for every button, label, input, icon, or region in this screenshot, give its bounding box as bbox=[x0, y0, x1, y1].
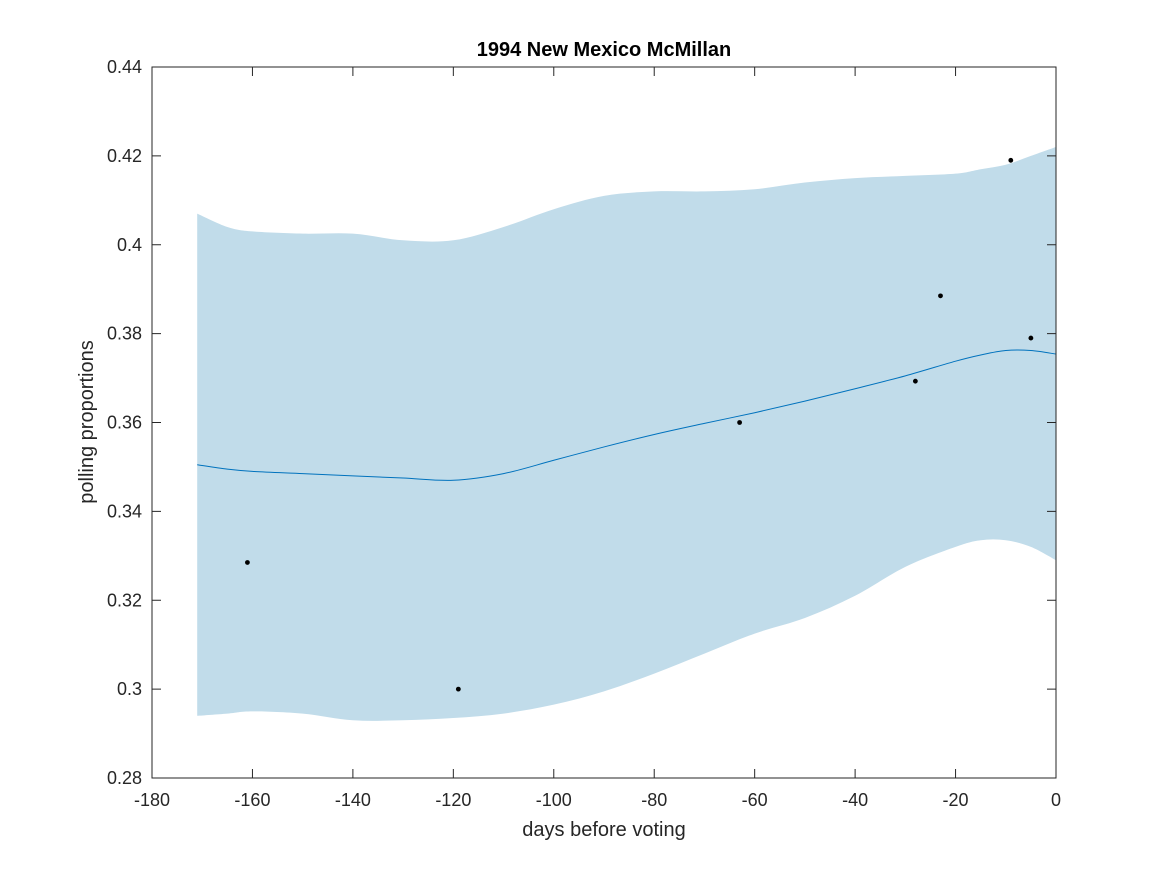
y-tick-label: 0.28 bbox=[107, 768, 142, 788]
x-tick-label: -40 bbox=[842, 790, 868, 810]
x-axis: -180 -160 -140 -120 -100 -80 -60 -40 -20 0 bbox=[134, 67, 1061, 810]
y-axis-label: polling proportions bbox=[76, 340, 98, 503]
x-tick-label: 0 bbox=[1051, 790, 1061, 810]
x-tick-label: -140 bbox=[335, 790, 371, 810]
y-tick-label: 0.32 bbox=[107, 590, 142, 610]
confidence-band bbox=[197, 146, 1056, 721]
data-point bbox=[1028, 335, 1034, 341]
data-point bbox=[1008, 157, 1014, 163]
data-point bbox=[912, 378, 918, 384]
y-tick-label: 0.36 bbox=[107, 413, 142, 433]
y-tick-label: 0.44 bbox=[107, 57, 142, 77]
y-tick-label: 0.34 bbox=[107, 501, 142, 521]
y-tick-label: 0.38 bbox=[107, 324, 142, 344]
data-point bbox=[737, 420, 742, 425]
x-tick-label: -160 bbox=[234, 790, 270, 810]
x-tick-label: -120 bbox=[435, 790, 471, 810]
y-tick-label: 0.4 bbox=[117, 235, 142, 255]
chart-title: 1994 New Mexico McMillan bbox=[477, 39, 732, 61]
x-tick-label: -100 bbox=[536, 790, 572, 810]
data-point bbox=[245, 560, 250, 565]
y-tick-label: 0.42 bbox=[107, 146, 142, 166]
data-point bbox=[455, 686, 461, 692]
x-tick-label: -20 bbox=[943, 790, 969, 810]
x-tick-label: -180 bbox=[134, 790, 170, 810]
data-points bbox=[245, 157, 1034, 692]
data-point bbox=[938, 293, 943, 299]
x-tick-label: -60 bbox=[742, 790, 768, 810]
y-axis: 0.28 0.3 0.32 0.34 0.36 0.38 0.4 0.42 0.44 bbox=[107, 57, 1056, 788]
trend-line bbox=[197, 349, 1057, 481]
x-tick-label: -80 bbox=[641, 790, 667, 810]
x-axis-label: days before voting bbox=[522, 819, 685, 841]
y-tick-label: 0.3 bbox=[117, 679, 142, 699]
